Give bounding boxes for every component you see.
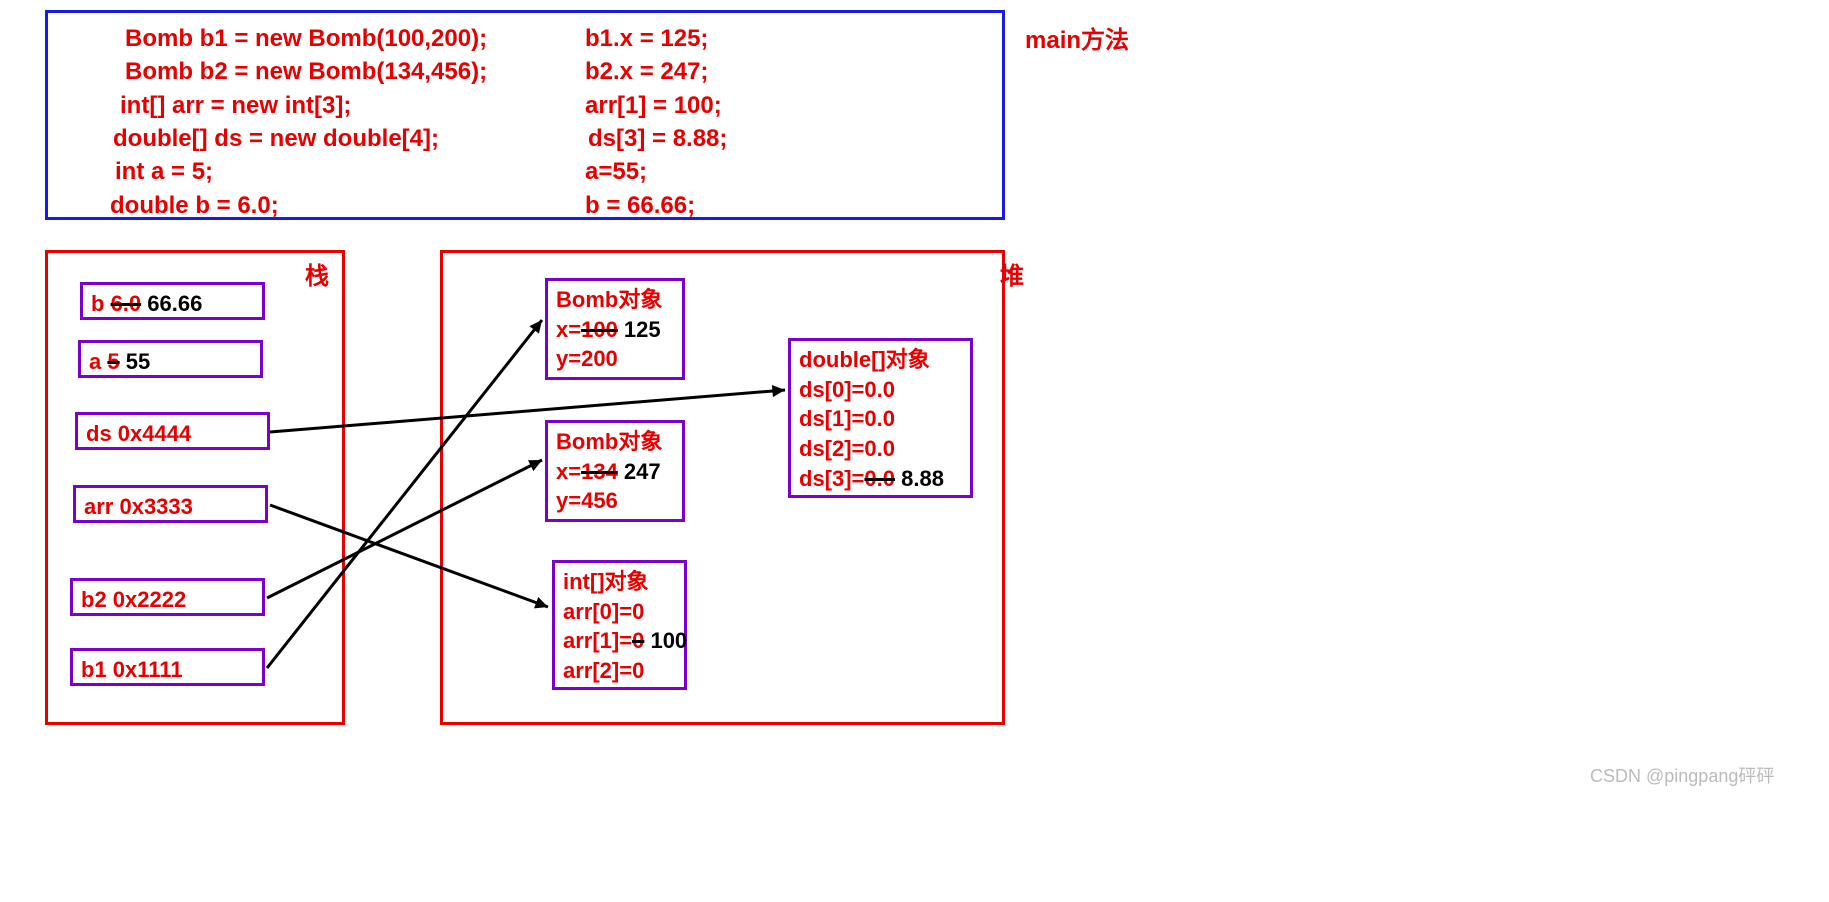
stack-cell-b1: b1 0x1111 (70, 648, 265, 686)
code-line: double[] ds = new double[4]; (113, 125, 439, 153)
code-line: b = 66.66; (585, 192, 695, 220)
heap-cell-bomb1: Bomb对象x=100 125y=200 (545, 278, 685, 380)
stack-cell-arr: arr 0x3333 (73, 485, 268, 523)
main-method-label: main方法 (1025, 20, 1129, 55)
watermark: CSDN @pingpang砰砰 (1590, 762, 1774, 788)
code-line: int[] arr = new int[3]; (120, 92, 351, 120)
code-line: Bomb b2 = new Bomb(134,456); (125, 58, 487, 86)
code-line: ds[3] = 8.88; (588, 125, 727, 153)
stack-cell-a: a 5 55 (78, 340, 263, 378)
heap-cell-intarr: int[]对象arr[0]=0arr[1]=0 100arr[2]=0 (552, 560, 687, 690)
stack-cell-b: b 6.0 66.66 (80, 282, 265, 320)
code-line: Bomb b1 = new Bomb(100,200); (125, 25, 487, 53)
stack-label: 栈 (305, 256, 329, 291)
stack-cell-b2: b2 0x2222 (70, 578, 265, 616)
heap-cell-dsarr: double[]对象ds[0]=0.0ds[1]=0.0ds[2]=0.0ds[… (788, 338, 973, 498)
stack-cell-ds: ds 0x4444 (75, 412, 270, 450)
code-line: arr[1] = 100; (585, 92, 722, 120)
heap-label: 堆 (1000, 256, 1024, 291)
code-line: b1.x = 125; (585, 25, 708, 53)
code-line: int a = 5; (115, 158, 213, 186)
code-line: b2.x = 247; (585, 58, 708, 86)
code-line: a=55; (585, 158, 647, 186)
code-line: double b = 6.0; (110, 192, 279, 220)
heap-cell-bomb2: Bomb对象x=134 247y=456 (545, 420, 685, 522)
